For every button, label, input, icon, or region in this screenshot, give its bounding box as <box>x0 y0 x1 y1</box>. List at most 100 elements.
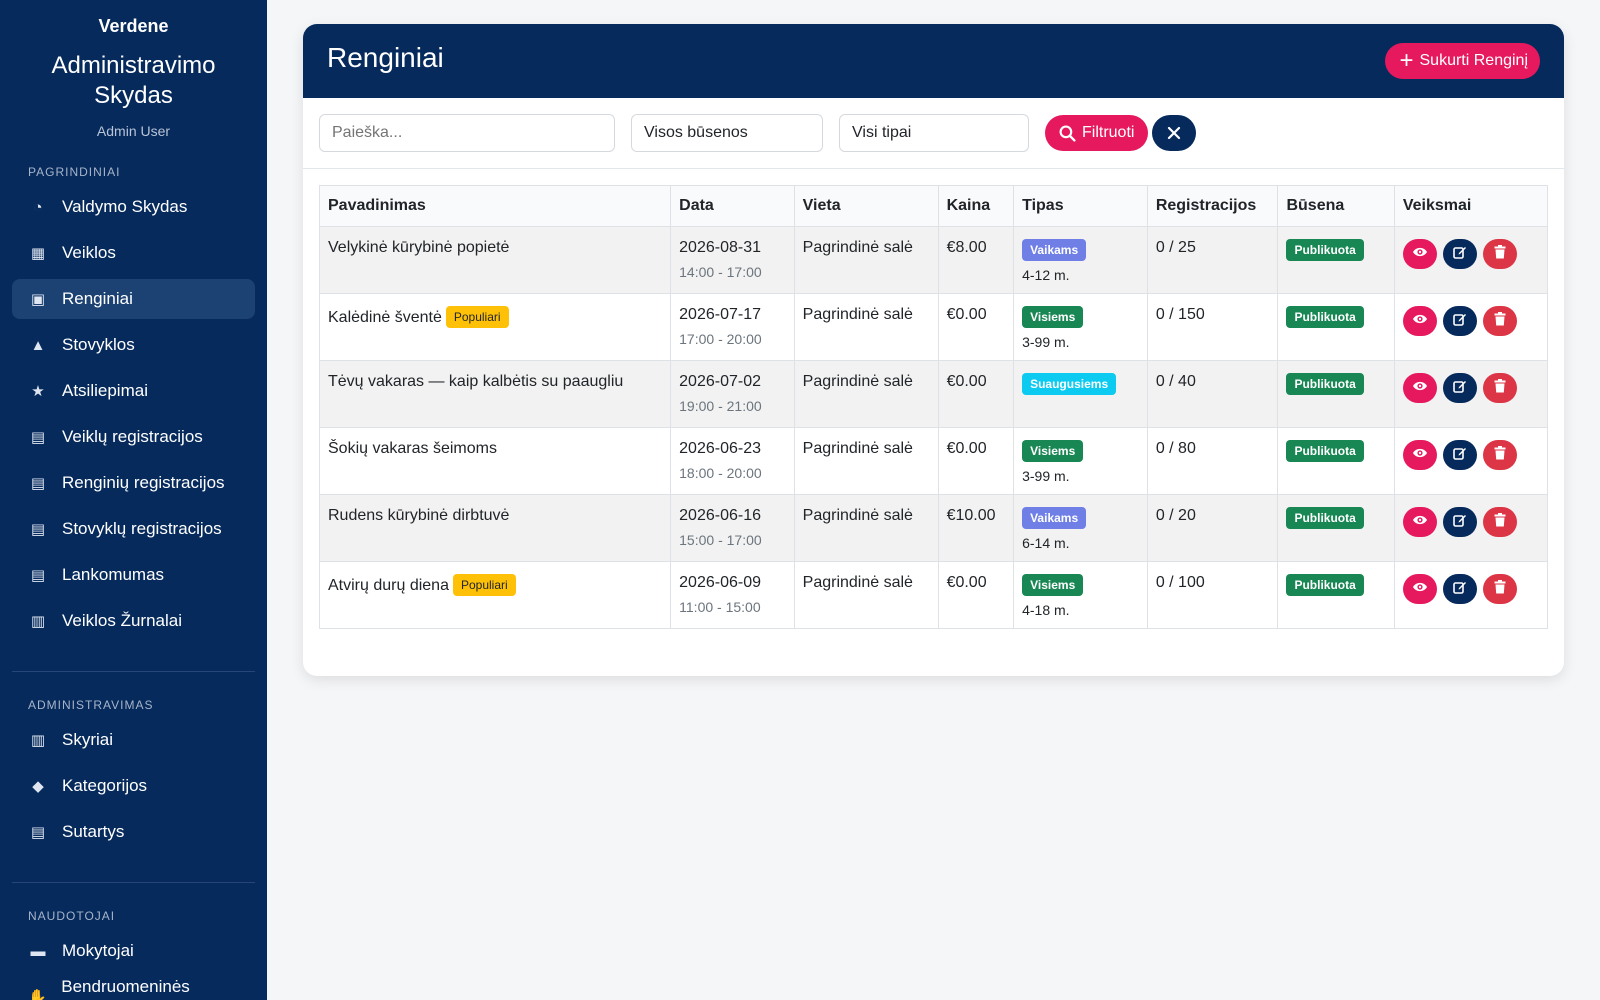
sidebar-nav: PAGRINDINIAI ◔ Valdymo Skydas ▦ Veiklos ▣ Reng… <box>0 165 267 1000</box>
status-badge: Publikuota <box>1286 507 1364 529</box>
view-button[interactable] <box>1402 507 1437 537</box>
event-price: €0.00 <box>937 293 1015 361</box>
event-place: Pagrindinė salė <box>793 293 939 361</box>
event-name-cell: Kalėdinė šventė Populiari <box>318 293 672 361</box>
type-select[interactable]: Visi tipai <box>839 114 1029 152</box>
event-price: €0.00 <box>937 360 1015 428</box>
event-date-cell: 2026-08-31 14:00 - 17:00 <box>670 226 795 294</box>
sidebar-item[interactable]: ▲ Stovyklos <box>12 325 255 365</box>
sidebar-item[interactable]: ▥ Veiklos Žurnalai <box>12 601 255 641</box>
event-name-cell: Atvirų durų diena Populiari <box>318 561 672 629</box>
event-place: Pagrindinė salė <box>793 561 939 629</box>
status-badge: Publikuota <box>1286 440 1364 462</box>
column-header: Vieta <box>793 185 939 227</box>
delete-button[interactable] <box>1482 306 1517 336</box>
event-name-cell: Tėvų vakaras — kaip kalbėtis su paaugliu <box>318 360 672 428</box>
sidebar-item[interactable]: ▣ Renginiai <box>12 279 255 319</box>
edit-button[interactable] <box>1442 239 1477 269</box>
nav-section-heading: NAUDOTOJAI <box>28 909 116 923</box>
view-button[interactable] <box>1402 440 1437 470</box>
building-icon: ▥ <box>30 732 46 749</box>
event-date: 2026-07-17 <box>679 306 761 323</box>
brand-name: Verdene <box>98 16 169 36</box>
status-select[interactable]: Visos būsenos <box>631 114 823 152</box>
sidebar-item-label: Stovyklų registracijos <box>62 519 222 538</box>
edit-button[interactable] <box>1442 306 1477 336</box>
event-name: Kalėdinė šventė <box>328 309 442 326</box>
event-date-cell: 2026-06-16 15:00 - 17:00 <box>670 494 795 562</box>
event-place: Pagrindinė salė <box>793 427 939 495</box>
registrations-count: 0 / 80 <box>1146 427 1279 495</box>
delete-button[interactable] <box>1482 239 1517 269</box>
delete-button[interactable] <box>1482 507 1517 537</box>
eye-icon <box>1412 245 1428 263</box>
event-time: 18:00 - 20:00 <box>679 465 762 481</box>
age-range: 3-99 m. <box>1022 468 1070 484</box>
delete-button[interactable] <box>1482 373 1517 403</box>
sidebar-item[interactable]: ▤ Stovyklų registracijos <box>12 509 255 549</box>
sidebar-item[interactable]: ◆ Kategorijos <box>12 766 255 806</box>
actions-cell <box>1393 494 1549 562</box>
sidebar-item[interactable]: ▦ Veiklos <box>12 233 255 273</box>
event-date-cell: 2026-06-23 18:00 - 20:00 <box>670 427 795 495</box>
sidebar-item[interactable]: ▤ Veiklų registracijos <box>12 417 255 457</box>
nav-divider <box>12 882 255 883</box>
sidebar-item-label: Atsiliepimai <box>62 381 148 400</box>
sidebar-item-label: Sutartys <box>62 822 125 841</box>
clear-filters-button[interactable] <box>1152 115 1197 151</box>
clipboard-icon: ▤ <box>30 429 46 446</box>
nav-section-heading: ADMINISTRAVIMAS <box>28 698 154 712</box>
sidebar-item[interactable]: ✋ Bendruomeninės valandos <box>12 977 255 1000</box>
sidebar-item[interactable]: ◔ Valdymo Skydas <box>12 187 255 227</box>
filter-button[interactable]: Filtruoti <box>1045 115 1149 151</box>
sidebar-item-label: Veiklos <box>62 243 116 262</box>
create-event-button[interactable]: + Sukurti Renginį <box>1385 43 1540 79</box>
table-row: Atvirų durų diena Populiari 2026-06-09 11:0… <box>318 561 1549 629</box>
row-actions <box>1402 373 1539 403</box>
sidebar-item[interactable]: ▥ Skyriai <box>12 720 255 760</box>
nav-section: PAGRINDINIAI ◔ Valdymo Skydas ▦ Veiklos ▣ Reng… <box>0 165 267 641</box>
view-button[interactable] <box>1402 574 1437 604</box>
current-user: Admin User <box>96 123 171 139</box>
sidebar-item[interactable]: ▤ Lankomumas <box>12 555 255 595</box>
edit-button[interactable] <box>1442 574 1477 604</box>
status-cell: Publikuota <box>1277 494 1395 562</box>
event-name: Atvirų durų diena <box>328 577 449 594</box>
table-row: Tėvų vakaras — kaip kalbėtis su paaugliu… <box>318 360 1549 428</box>
filter-bar: Visos būsenos Visi tipai Filtruoti <box>303 98 1564 169</box>
view-button[interactable] <box>1402 239 1437 269</box>
edit-button[interactable] <box>1442 440 1477 470</box>
event-place: Pagrindinė salė <box>793 226 939 294</box>
type-badge: Vaikams <box>1022 507 1087 529</box>
delete-button[interactable] <box>1482 440 1517 470</box>
actions-cell <box>1393 293 1549 361</box>
sidebar-item[interactable]: ▤ Renginių registracijos <box>12 463 255 503</box>
event-name: Rudens kūrybinė dirbtuvė <box>328 507 510 524</box>
registrations-count: 0 / 100 <box>1146 561 1279 629</box>
event-place: Pagrindinė salė <box>793 360 939 428</box>
sidebar-item[interactable]: ▬ Mokytojai <box>12 931 255 971</box>
registrations-count: 0 / 150 <box>1146 293 1279 361</box>
trash-icon <box>1494 512 1506 532</box>
table-row: Kalėdinė šventė Populiari 2026-07-17 17:00 … <box>318 293 1549 361</box>
event-name: Velykinė kūrybinė popietė <box>328 239 510 256</box>
edit-button[interactable] <box>1442 373 1477 403</box>
sidebar-item[interactable]: ★ Atsiliepimai <box>12 371 255 411</box>
row-actions <box>1402 507 1539 537</box>
event-time: 15:00 - 17:00 <box>679 532 762 548</box>
age-range: 4-12 m. <box>1022 267 1070 283</box>
edit-button[interactable] <box>1442 507 1477 537</box>
trash-icon <box>1494 445 1506 465</box>
status-cell: Publikuota <box>1277 561 1395 629</box>
column-header: Kaina <box>937 185 1015 227</box>
trash-icon <box>1494 244 1506 264</box>
sidebar-item[interactable]: ▤ Sutartys <box>12 812 255 852</box>
search-input[interactable] <box>319 114 615 152</box>
column-header: Data <box>670 185 795 227</box>
view-button[interactable] <box>1402 306 1437 336</box>
column-header: Pavadinimas <box>318 185 672 227</box>
delete-button[interactable] <box>1482 574 1517 604</box>
status-badge: Publikuota <box>1286 574 1364 596</box>
view-button[interactable] <box>1402 373 1437 403</box>
eye-icon <box>1412 513 1428 531</box>
